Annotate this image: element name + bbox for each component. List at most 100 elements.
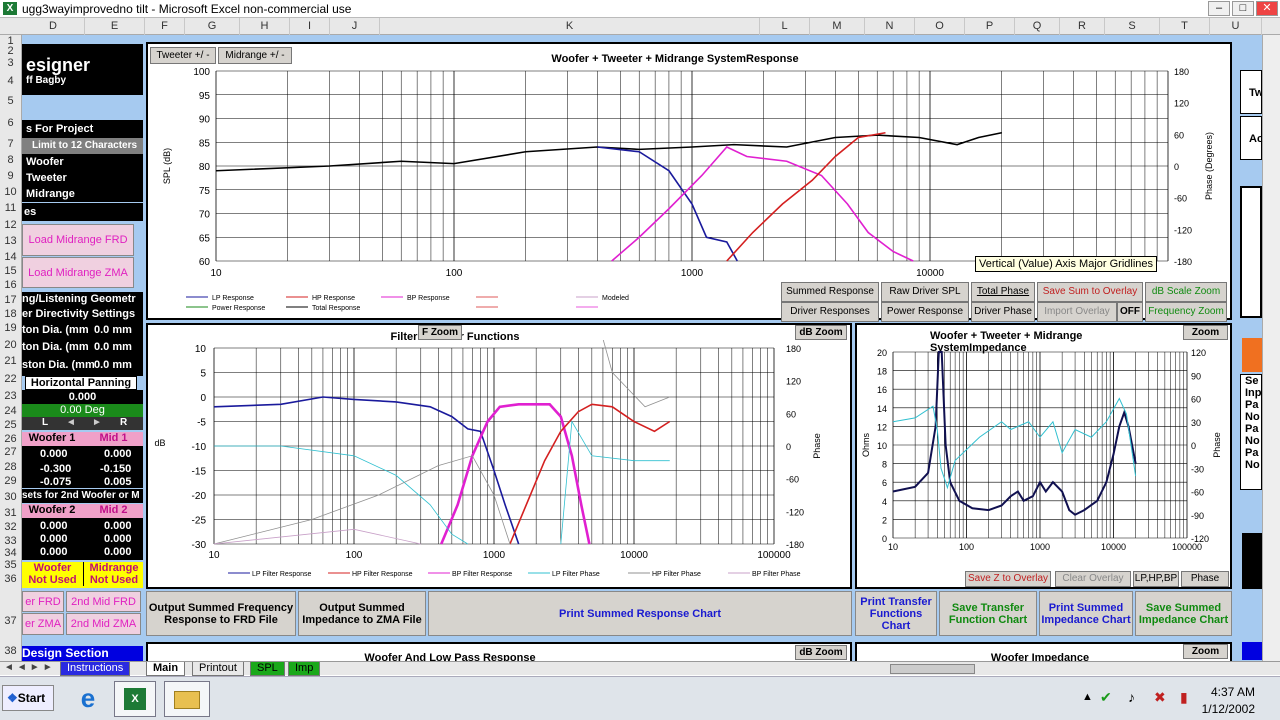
row-header-18[interactable]: 18 (4, 308, 17, 320)
row-header-10[interactable]: 10 (4, 186, 17, 198)
row-header-17[interactable]: 17 (4, 294, 17, 306)
row-header-20[interactable]: 20 (4, 339, 17, 351)
system-response-chart[interactable]: 100 95 90 85 80 75 70 65 60 180 120 60 0 -60 -120 -180 1… (146, 44, 1232, 320)
row-header-37[interactable]: 37 (4, 615, 17, 627)
start-button[interactable]: ❖Start (2, 685, 54, 711)
network-icon[interactable]: ✖ (1154, 689, 1166, 705)
row-header-33[interactable]: 33 (4, 535, 17, 547)
piston-dia-3-value[interactable]: 0.0 mm (94, 359, 132, 371)
row-header-28[interactable]: 28 (4, 461, 17, 473)
column-header-I[interactable]: I (290, 18, 330, 35)
action-center-icon[interactable]: ✔ (1100, 689, 1112, 705)
column-header-Q[interactable]: Q (1015, 18, 1060, 35)
row-header-34[interactable]: 34 (4, 547, 17, 559)
output-zma-button[interactable]: Output Summed Impedance to ZMA File (298, 591, 426, 636)
panning-scrollbar[interactable]: L ◄ ► R (22, 417, 143, 430)
column-header-U[interactable]: U (1210, 18, 1262, 35)
row-header-23[interactable]: 23 (4, 390, 17, 402)
filter-transfer-chart[interactable]: 10 5 0 -5 -10 -15 -20 -25 -30 180 120 60 0 -60 -120 -18… (148, 340, 850, 588)
row-header-38[interactable]: 38 (4, 645, 17, 657)
row-header-16[interactable]: 16 (4, 279, 17, 291)
show-hidden-icons[interactable]: ▲ (1082, 691, 1093, 703)
row-header-24[interactable]: 24 (4, 405, 17, 417)
row-header-22[interactable]: 22 (4, 373, 17, 385)
column-header-H[interactable]: H (240, 18, 290, 35)
tweeter-toggle-button[interactable]: Tweeter +/ - (150, 47, 216, 64)
row-header-15[interactable]: 15 (4, 265, 17, 277)
row-header-27[interactable]: 27 (4, 446, 17, 458)
row-header-32[interactable]: 32 (4, 521, 17, 533)
row-header-4[interactable]: 4 (7, 75, 14, 87)
driver-responses-button[interactable]: Driver Responses (781, 302, 879, 322)
row-header-36[interactable]: 36 (4, 573, 17, 585)
column-header-N[interactable]: N (865, 18, 915, 35)
row-header-25[interactable]: 25 (4, 419, 17, 431)
row-header-19[interactable]: 19 (4, 322, 17, 334)
row-header-12[interactable]: 12 (4, 219, 17, 231)
overlay-off-button[interactable]: OFF (1117, 302, 1143, 322)
row-header-8[interactable]: 8 (7, 154, 14, 166)
system-impedance-chart[interactable]: 201816141210864201209060300-30-60-90-120… (857, 342, 1230, 570)
row-header-3[interactable]: 3 (7, 57, 14, 69)
midrange-name[interactable]: Midrange (22, 186, 143, 202)
raw-driver-spl-button[interactable]: Raw Driver SPL (881, 282, 969, 302)
column-header-O[interactable]: O (915, 18, 965, 35)
print-transfer-functions-button[interactable]: Print Transfer Functions Chart (855, 591, 937, 636)
second-mid-frd-button[interactable]: 2nd Mid FRD (66, 591, 141, 612)
power-response-button[interactable]: Power Response (881, 302, 969, 322)
explorer-taskbar-button[interactable] (164, 681, 210, 717)
load-midrange-zma-button[interactable]: Load Midrange ZMA (22, 257, 134, 288)
woofer-frd-button[interactable]: er FRD (22, 591, 64, 612)
scroll-left-icon[interactable]: ◄ (66, 417, 76, 428)
tab-printout[interactable]: Printout (192, 662, 244, 676)
row-header-26[interactable]: 26 (4, 433, 17, 445)
row-header-21[interactable]: 21 (4, 355, 17, 367)
column-header-R[interactable]: R (1060, 18, 1105, 35)
row-header-13[interactable]: 13 (4, 235, 17, 247)
panning-value[interactable]: 0.000 (22, 390, 143, 404)
print-summed-response-button[interactable]: Print Summed Response Chart (428, 591, 852, 636)
tab-main[interactable]: Main (146, 662, 186, 676)
column-header-M[interactable]: M (810, 18, 865, 35)
midrange-toggle-button[interactable]: Midrange +/ - (218, 47, 292, 64)
column-header-T[interactable]: T (1160, 18, 1210, 35)
tab-navigation-icon[interactable]: ◄◄►► (4, 662, 56, 673)
summed-response-button[interactable]: Summed Response (781, 282, 879, 302)
save-transfer-function-button[interactable]: Save Transfer Function Chart (939, 591, 1037, 636)
row-header-5[interactable]: 5 (7, 95, 14, 107)
excel-taskbar-button[interactable]: X (114, 681, 156, 717)
woofer-zma-button[interactable]: er ZMA (22, 613, 64, 635)
clock-time[interactable]: 4:37 AM (1210, 685, 1255, 699)
row-header-31[interactable]: 31 (4, 507, 17, 519)
row-header-7[interactable]: 7 (7, 138, 14, 150)
vertical-scrollbar[interactable] (1262, 35, 1280, 661)
horizontal-scrollbar-thumb[interactable] (890, 664, 975, 674)
f-zoom-button[interactable]: F Zoom (418, 325, 462, 340)
second-mid-zma-button[interactable]: 2nd Mid ZMA (66, 613, 141, 635)
column-header-J[interactable]: J (330, 18, 380, 35)
save-summed-impedance-button[interactable]: Save Summed Impedance Chart (1135, 591, 1232, 636)
minimize-button[interactable]: – (1208, 1, 1230, 16)
row-header-35[interactable]: 35 (4, 559, 17, 571)
battery-icon[interactable]: ▮ (1180, 689, 1188, 705)
row-header-29[interactable]: 29 (4, 475, 17, 487)
internet-explorer-icon[interactable]: e (80, 683, 96, 713)
print-summed-impedance-button[interactable]: Print Summed Impedance Chart (1039, 591, 1133, 636)
close-button[interactable]: ✕ (1256, 1, 1278, 16)
driver-phase-button[interactable]: Driver Phase (971, 302, 1035, 322)
frequency-zoom-button[interactable]: Frequency Zoom (1145, 302, 1227, 322)
piston-dia-2-value[interactable]: 0.0 mm (94, 341, 132, 353)
clock-date[interactable]: 1/12/2002 (1201, 702, 1255, 716)
woofer-db-zoom-button[interactable]: dB Zoom (795, 645, 847, 660)
maximize-button[interactable]: □ (1232, 1, 1254, 16)
impedance-zoom-button[interactable]: Zoom (1183, 325, 1228, 340)
row-header-30[interactable]: 30 (4, 491, 17, 503)
row-header-6[interactable]: 6 (7, 117, 14, 129)
column-header-K[interactable]: K (380, 18, 760, 35)
import-overlay-button[interactable]: Import Overlay (1037, 302, 1117, 322)
load-midrange-frd-button[interactable]: Load Midrange FRD (22, 224, 134, 256)
lp-hp-bp-button[interactable]: LP,HP,BP (1133, 571, 1179, 587)
column-header-L[interactable]: L (760, 18, 810, 35)
woofer-imp-zoom-button[interactable]: Zoom (1183, 644, 1228, 659)
save-sum-overlay-button[interactable]: Save Sum to Overlay (1037, 282, 1143, 302)
